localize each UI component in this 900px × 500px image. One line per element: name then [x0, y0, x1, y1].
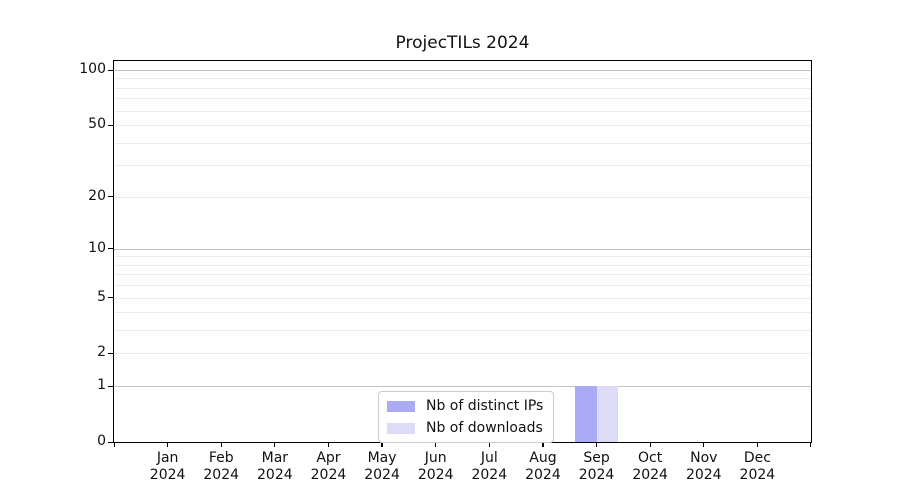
x-tick-label: Jul 2024 — [471, 450, 508, 483]
y-tick-label: 2 — [97, 344, 106, 361]
legend-item-distinct-ips: Nb of distinct IPs — [387, 398, 543, 414]
legend-label-distinct-ips: Nb of distinct IPs — [426, 398, 544, 414]
legend-label-downloads: Nb of downloads — [426, 420, 543, 436]
x-tick-label: Oct 2024 — [632, 450, 668, 483]
x-tick-label: Dec 2024 — [739, 450, 776, 483]
y-tick-label: 10 — [88, 239, 106, 256]
y-tick-label: 5 — [97, 288, 106, 305]
y-tick-label: 0 — [97, 433, 106, 449]
y-tick-label: 50 — [88, 116, 106, 133]
x-tick-label: Aug 2024 — [525, 450, 561, 483]
bar-sep-distinct-ips — [575, 386, 597, 442]
x-tick-label: Apr 2024 — [310, 450, 347, 483]
x-tick-label: May 2024 — [364, 450, 400, 483]
chart-title: ProjecTILs 2024 — [395, 33, 530, 53]
legend: Nb of distinct IPs Nb of downloads — [378, 391, 555, 443]
x-tick-label: Jan 2024 — [149, 450, 186, 483]
y-tick-label: 20 — [88, 187, 106, 204]
legend-swatch-distinct-ips — [387, 400, 415, 412]
x-tick-label: Sep 2024 — [578, 450, 615, 483]
x-tick-label: Mar 2024 — [257, 450, 293, 483]
x-tick-label: Jun 2024 — [417, 450, 454, 483]
y-tick-label: 100 — [79, 61, 106, 77]
y-tick-label: 1 — [97, 377, 106, 394]
plot-area: 0 1 2 5 10 20 50 100 Jan 2024 Feb 2024 Mar 2024 Apr… — [79, 60, 812, 483]
x-tick-label: Feb 2024 — [203, 450, 240, 483]
x-tick-label: Nov 2024 — [685, 450, 722, 483]
bar-sep-downloads — [596, 386, 619, 442]
legend-swatch-downloads — [387, 422, 415, 434]
legend-item-downloads: Nb of downloads — [387, 420, 543, 436]
